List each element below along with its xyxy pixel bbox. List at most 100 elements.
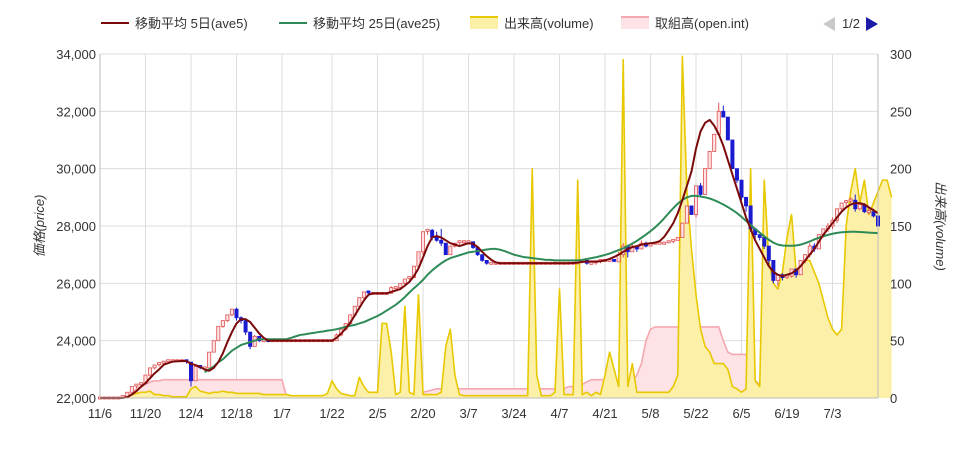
- candle-body: [361, 291, 366, 299]
- candle-body: [138, 382, 143, 386]
- candle-body: [757, 234, 762, 238]
- legend-label-volume: 出来高(volume): [504, 16, 594, 31]
- candle: [207, 351, 212, 369]
- candle: [457, 240, 462, 245]
- triangle-left-icon[interactable]: [823, 17, 835, 31]
- legend-item-ave5[interactable]: 移動平均 5日(ave5): [101, 16, 248, 31]
- x-tick-label: 12/4: [178, 406, 203, 421]
- candle: [703, 168, 708, 195]
- candle-body: [448, 245, 453, 256]
- candle-body: [234, 308, 239, 319]
- candle-body: [721, 110, 726, 118]
- candle: [766, 245, 771, 267]
- candle: [612, 258, 617, 262]
- legend-item-openint[interactable]: 取組高(open.int): [621, 16, 749, 31]
- candle-body: [407, 276, 412, 280]
- candle-body: [457, 240, 462, 244]
- candle: [689, 205, 694, 215]
- candle: [134, 383, 139, 388]
- candle-body: [730, 139, 735, 170]
- candle-body: [134, 383, 139, 387]
- candle: [189, 361, 193, 387]
- candle-body: [248, 331, 253, 347]
- candle-body: [589, 261, 594, 265]
- candle: [225, 314, 230, 323]
- candle-body: [712, 133, 717, 152]
- y-left-tick-label: 32,000: [56, 104, 96, 119]
- candle: [844, 200, 849, 206]
- candle-body: [434, 237, 439, 241]
- candle: [461, 240, 466, 244]
- axes: 22,000 24,000 26,000 28,000 30,000 32,000 34,0…: [32, 47, 948, 421]
- x-tick-label: 4/21: [592, 406, 617, 421]
- candle-body: [762, 237, 767, 247]
- x-tick-label: 6/19: [774, 406, 799, 421]
- y-left-tick-label: 22,000: [56, 391, 96, 406]
- candle-body: [671, 238, 676, 242]
- candle: [393, 286, 398, 290]
- candle: [848, 197, 853, 204]
- candle: [157, 362, 162, 367]
- candle: [248, 331, 253, 350]
- candle: [721, 105, 726, 118]
- x-tick-label: 11/20: [130, 406, 162, 421]
- candle: [448, 245, 453, 256]
- candle-body: [207, 351, 212, 369]
- candle: [698, 183, 703, 198]
- candle: [229, 308, 234, 317]
- legend-label-ave5: 移動平均 5日(ave5): [135, 16, 248, 31]
- volume-line: [100, 55, 893, 399]
- candle-body: [689, 205, 694, 215]
- candle: [193, 366, 198, 382]
- legend-swatch-openint: [621, 17, 649, 29]
- x-tick-label: 3/7: [459, 406, 477, 421]
- y-left-axis-label: 価格(price): [32, 195, 47, 258]
- candle-body: [402, 278, 407, 284]
- x-tick-label: 12/18: [220, 406, 253, 421]
- candle-body: [848, 198, 853, 202]
- candle-body: [744, 196, 749, 207]
- candle: [489, 261, 494, 265]
- x-tick-label: 4/7: [550, 406, 568, 421]
- x-tick-label: 6/5: [732, 406, 750, 421]
- legend-item-ave25[interactable]: 移動平均 25日(ave25): [279, 16, 440, 31]
- y-left-tick-label: 24,000: [56, 334, 96, 349]
- candle-body: [684, 205, 689, 224]
- candle: [425, 228, 430, 235]
- legend: 移動平均 5日(ave5) 移動平均 25日(ave25) 出来高(volume) 取…: [101, 16, 749, 31]
- candle: [129, 386, 134, 393]
- candle-body: [844, 200, 849, 204]
- candle-body: [443, 242, 448, 256]
- candle-body: [680, 222, 685, 238]
- y-left-tick-label: 30,000: [56, 162, 96, 177]
- candle-body: [220, 320, 225, 327]
- x-tick-label: 7/3: [823, 406, 841, 421]
- candle-body: [216, 325, 221, 342]
- ave5-line-group: [100, 118, 879, 399]
- candle: [866, 208, 871, 215]
- candle-body: [694, 185, 699, 215]
- candle: [671, 238, 676, 244]
- candle: [730, 139, 735, 170]
- candle: [480, 254, 485, 262]
- triangle-right-icon[interactable]: [866, 17, 878, 31]
- candle-body: [193, 366, 198, 382]
- candle-body: [766, 245, 771, 261]
- candle-body: [148, 367, 153, 376]
- candle: [211, 340, 216, 353]
- candle-body: [675, 237, 680, 241]
- y-right-tick-label: 250: [890, 104, 912, 119]
- candle: [484, 259, 489, 265]
- candle-body: [662, 241, 667, 245]
- candle: [216, 325, 221, 342]
- candle: [716, 102, 721, 135]
- legend-item-volume[interactable]: 出来高(volume): [470, 16, 594, 31]
- candle-body: [480, 254, 485, 261]
- x-tick-label: 1/22: [319, 406, 344, 421]
- candle-body: [666, 240, 671, 244]
- candle-body: [243, 320, 248, 333]
- candle-body: [439, 239, 444, 244]
- ave25-line-group: [204, 194, 879, 374]
- y-right-tick-label: 0: [890, 391, 897, 406]
